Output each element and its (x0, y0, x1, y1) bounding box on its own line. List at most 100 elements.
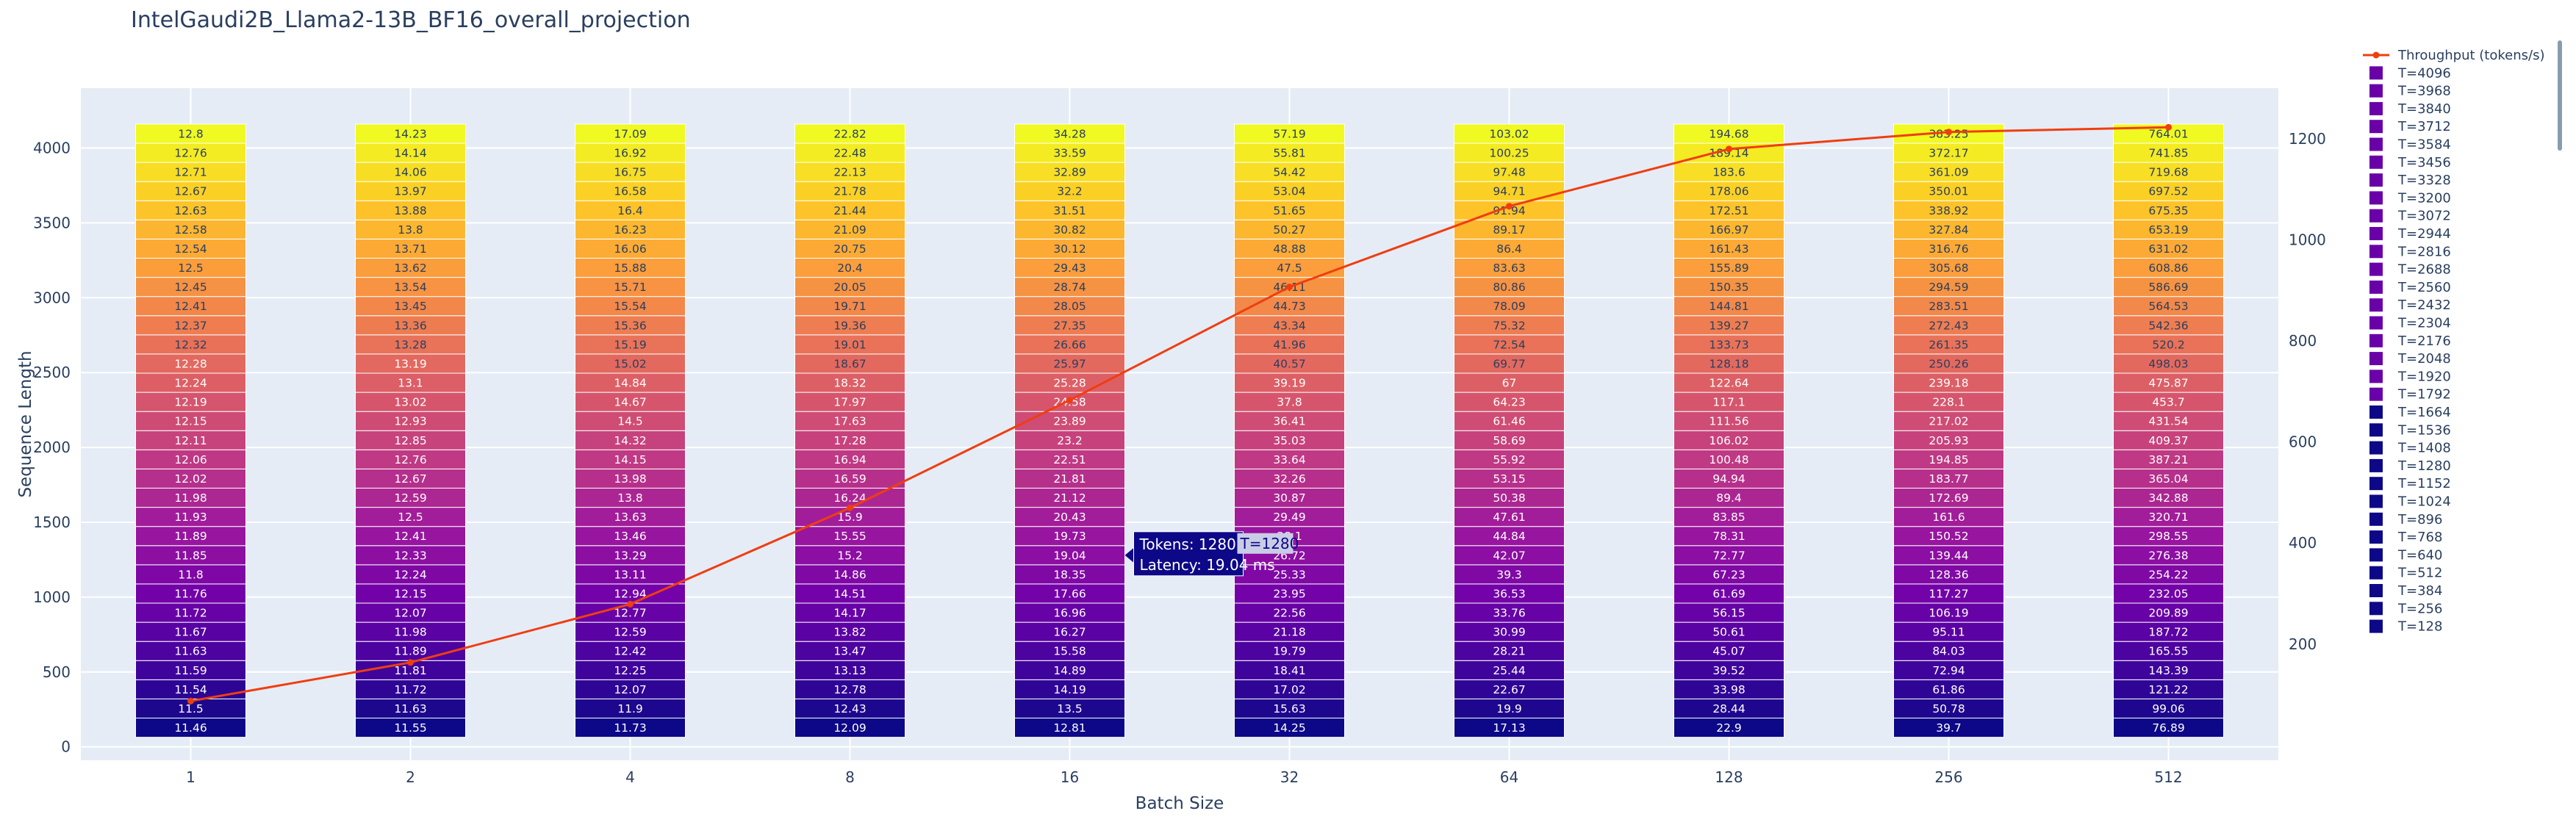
legend-item[interactable]: T=1280 (2369, 458, 2451, 474)
bar-cell[interactable] (794, 372, 905, 393)
throughput-point[interactable] (627, 600, 634, 608)
legend-item[interactable]: T=2560 (2369, 280, 2451, 295)
bar-cell[interactable] (135, 545, 246, 566)
bar-cell[interactable] (1454, 583, 1565, 604)
bar-cell[interactable] (794, 200, 905, 220)
bar-cell[interactable] (794, 641, 905, 661)
bar-cell[interactable] (1014, 430, 1125, 450)
bar-cell[interactable] (2113, 181, 2224, 201)
bar-cell[interactable] (1454, 468, 1565, 489)
bar-cell[interactable] (355, 545, 466, 566)
bar-cell[interactable] (2113, 526, 2224, 547)
bar-cell[interactable] (1893, 162, 2004, 182)
bar-cell[interactable] (794, 277, 905, 298)
bar-cell[interactable] (1454, 277, 1565, 298)
throughput-point[interactable] (847, 504, 853, 511)
bar-cell[interactable] (2113, 258, 2224, 278)
bar-cell[interactable] (1893, 449, 2004, 469)
bar-cell[interactable] (1014, 488, 1125, 508)
bar-cell[interactable] (1014, 507, 1125, 527)
bar-cell[interactable] (135, 258, 246, 278)
bar-cell[interactable] (1234, 238, 1345, 259)
legend-item[interactable]: T=3328 (2369, 173, 2451, 188)
legend-item[interactable]: T=1408 (2369, 441, 2451, 456)
bar-cell[interactable] (2113, 353, 2224, 374)
bar-cell[interactable] (355, 430, 466, 450)
legend-item[interactable]: T=896 (2369, 512, 2442, 527)
throughput-point[interactable] (2165, 123, 2172, 131)
legend-item[interactable]: T=2304 (2369, 316, 2451, 331)
bar-cell[interactable] (1893, 488, 2004, 508)
bar-cell[interactable] (575, 545, 686, 566)
bar-cell[interactable] (1893, 526, 2004, 547)
bar-cell[interactable] (2113, 219, 2224, 239)
bar-cell[interactable] (794, 411, 905, 431)
bar-cell[interactable] (355, 219, 466, 239)
bar-cell[interactable] (794, 258, 905, 278)
bar-cell[interactable] (1673, 123, 1784, 144)
legend[interactable]: Throughput (tokens/s) T=4096 T=3968 T=3840 T… (2363, 48, 2544, 635)
bar-cell[interactable] (575, 162, 686, 182)
bar-cell[interactable] (2113, 334, 2224, 355)
bar-cell[interactable] (135, 238, 246, 259)
bar-cell[interactable] (135, 162, 246, 182)
bar-cell[interactable] (1673, 162, 1784, 182)
bar-cell[interactable] (1454, 353, 1565, 374)
throughput-point[interactable] (407, 659, 414, 666)
bar-cell[interactable] (135, 315, 246, 336)
bar-cell[interactable] (575, 123, 686, 144)
bar-cell[interactable] (1893, 545, 2004, 566)
throughput-point[interactable] (1506, 203, 1513, 210)
bar-cell[interactable] (1673, 411, 1784, 431)
bar-cell[interactable] (135, 392, 246, 412)
bar-cell[interactable] (1673, 679, 1784, 699)
bar-cell[interactable] (1454, 334, 1565, 355)
throughput-point[interactable] (187, 697, 194, 704)
bar-cell[interactable] (575, 334, 686, 355)
bar-cell[interactable] (1454, 507, 1565, 527)
throughput-point[interactable] (1726, 145, 1732, 153)
legend-item[interactable]: T=1664 (2369, 405, 2451, 420)
bar-cell[interactable] (1014, 315, 1125, 336)
bar-cell[interactable] (1893, 143, 2004, 163)
bar-cell[interactable] (575, 219, 686, 239)
bar-cell[interactable] (575, 621, 686, 642)
bar-cell[interactable] (1673, 545, 1784, 566)
throughput-point[interactable] (1066, 397, 1073, 404)
bar-cell[interactable] (1893, 430, 2004, 450)
bar-cell[interactable] (794, 238, 905, 259)
bar-cell[interactable] (1673, 641, 1784, 661)
bar-cell[interactable] (2113, 507, 2224, 527)
bar-cell[interactable] (135, 430, 246, 450)
bar-cell[interactable] (1014, 181, 1125, 201)
bar-cell[interactable] (794, 392, 905, 412)
bar-cell[interactable] (1014, 621, 1125, 642)
bar-cell[interactable] (2113, 238, 2224, 259)
bar-cell[interactable] (355, 411, 466, 431)
bar-cell[interactable] (1893, 468, 2004, 489)
bar-cell[interactable] (1893, 181, 2004, 201)
legend-item[interactable]: T=2432 (2369, 298, 2451, 313)
bar-cell[interactable] (1454, 411, 1565, 431)
bar-cell[interactable] (794, 526, 905, 547)
bar-cell[interactable] (355, 277, 466, 298)
bar-cell[interactable] (575, 679, 686, 699)
bar-cell[interactable] (794, 660, 905, 680)
bar-cell[interactable] (1673, 392, 1784, 412)
bar-cell[interactable] (1454, 123, 1565, 144)
bar-cell[interactable] (135, 353, 246, 374)
bar-cell[interactable] (1014, 296, 1125, 317)
bar-cell[interactable] (135, 200, 246, 220)
bar-cell[interactable] (2113, 564, 2224, 585)
bar-cell[interactable] (575, 411, 686, 431)
bar-cell[interactable] (1673, 449, 1784, 469)
bar-cell[interactable] (1893, 507, 2004, 527)
bar-cell[interactable] (1234, 679, 1345, 699)
bar-cell[interactable] (355, 123, 466, 144)
bar-cell[interactable] (794, 162, 905, 182)
bar-cell[interactable] (135, 411, 246, 431)
bar-cell[interactable] (1673, 296, 1784, 317)
bar-cell[interactable] (1234, 143, 1345, 163)
bar-cell[interactable] (1454, 219, 1565, 239)
bar-cell[interactable] (1673, 526, 1784, 547)
